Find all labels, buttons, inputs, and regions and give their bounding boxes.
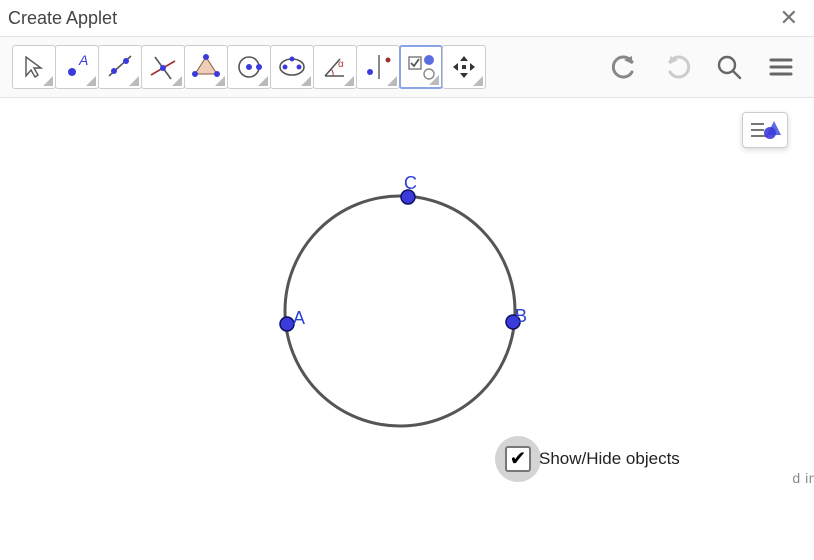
undo-icon: [610, 52, 640, 82]
show-hide-checkbox[interactable]: ✔ Show/Hide objects: [505, 446, 680, 472]
polygon-tool[interactable]: [184, 45, 228, 89]
header: Create Applet ✕: [0, 0, 814, 36]
hamburger-icon: [767, 53, 795, 81]
search-button[interactable]: [712, 50, 746, 84]
magnifier-icon: [714, 52, 744, 82]
close-button[interactable]: ✕: [780, 7, 798, 29]
drawing-canvas[interactable]: ABC ✔ Show/Hide objects: [0, 98, 814, 558]
conic-tool[interactable]: [270, 45, 314, 89]
undo-button[interactable]: [608, 50, 642, 84]
diagram: [0, 98, 800, 538]
angle-tool[interactable]: α: [313, 45, 357, 89]
transform-tool[interactable]: [356, 45, 400, 89]
menu-button[interactable]: [764, 50, 798, 84]
checkbox-box[interactable]: ✔: [505, 446, 531, 472]
move-tool[interactable]: [12, 45, 56, 89]
checkbox-label: Show/Hide objects: [539, 449, 680, 469]
angle-tool-letter: α: [338, 59, 344, 70]
redo-icon: [662, 52, 692, 82]
check-icon: ✔: [510, 449, 527, 469]
point-tool[interactable]: A: [55, 45, 99, 89]
toolbar-right: [608, 50, 802, 84]
circle-tool[interactable]: [227, 45, 271, 89]
page-edge-text: d in: [792, 470, 814, 486]
toolbar: A: [0, 36, 814, 98]
redo-button[interactable]: [660, 50, 694, 84]
move-view-tool[interactable]: [442, 45, 486, 89]
tool-group: A: [12, 45, 485, 89]
point-tool-letter: A: [78, 52, 88, 68]
slider-tool[interactable]: [399, 45, 443, 89]
perpendicular-tool[interactable]: [141, 45, 185, 89]
line-tool[interactable]: [98, 45, 142, 89]
page-title: Create Applet: [8, 8, 117, 29]
